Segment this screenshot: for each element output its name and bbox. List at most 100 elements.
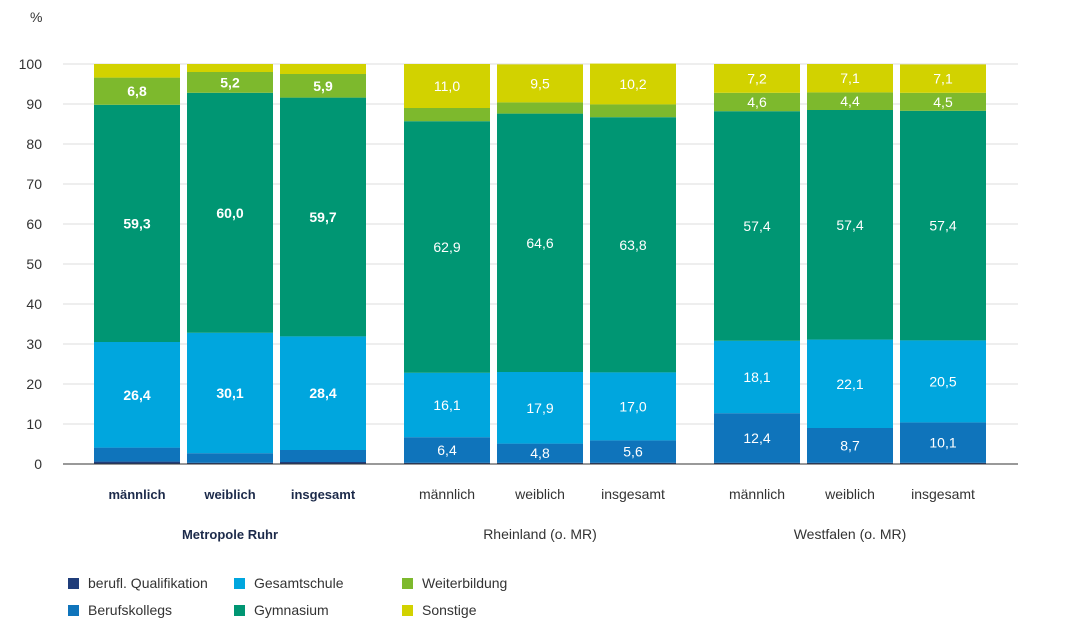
data-label: 11,0 <box>434 78 460 94</box>
data-label: 12,4 <box>743 430 770 446</box>
bar-segment-sonstige <box>900 64 986 93</box>
data-label: 18,1 <box>743 369 770 385</box>
data-label: 28,4 <box>309 385 336 401</box>
bar-segment-berufl-qualifikation <box>497 462 583 464</box>
category-label: männlich <box>108 487 165 502</box>
legend-label: Berufskollegs <box>88 602 172 618</box>
bar-segment-gymnasium <box>807 110 893 340</box>
bar-segment-sonstige <box>714 64 800 93</box>
data-label: 10,1 <box>929 435 956 451</box>
bar-segment-gymnasium <box>714 111 800 341</box>
bar-segment-gesamtschule <box>497 372 583 444</box>
bar-segment-weiterbildung <box>280 74 366 98</box>
bar-segment-berufskollegs <box>900 422 986 463</box>
bar-segment-sonstige <box>807 64 893 93</box>
data-label: 6,4 <box>437 442 457 458</box>
y-tick-label: 0 <box>34 456 42 472</box>
bar-segment-berufl-qualifikation <box>280 462 366 464</box>
bar-segment-berufskollegs <box>714 413 800 463</box>
bar-segment-berufl-qualifikation <box>714 462 800 464</box>
data-label: 4,5 <box>933 94 953 110</box>
group-label: Metropole Ruhr <box>182 527 278 542</box>
y-tick-label: 50 <box>26 256 42 272</box>
bar-segment-gymnasium <box>280 97 366 337</box>
data-label: 10,2 <box>619 76 646 92</box>
category-label: weiblich <box>824 486 875 502</box>
legend-swatch <box>68 578 79 589</box>
bar-segment-sonstige <box>187 64 273 72</box>
y-tick-label: 90 <box>26 96 42 112</box>
data-label: 57,4 <box>743 218 770 234</box>
data-label: 17,9 <box>526 400 553 416</box>
bar-segment-berufskollegs <box>280 450 366 462</box>
bar-segment-berufl-qualifikation <box>807 462 893 464</box>
bar-segment-gesamtschule <box>900 340 986 423</box>
bar-segment-weiterbildung <box>714 92 800 112</box>
legend-label: Gymnasium <box>254 602 329 618</box>
category-label: weiblich <box>203 487 255 502</box>
bar-segment-sonstige <box>280 64 366 74</box>
data-labels: 26,4 59,3 6,8 30,1 60,0 5,2 28,4 59,7 5,9 6,4 16,1… <box>123 70 956 461</box>
legend-swatch <box>402 605 413 616</box>
legend-swatch <box>234 578 245 589</box>
data-label: 4,8 <box>530 445 550 461</box>
data-label: 57,4 <box>836 217 863 233</box>
data-label: 5,6 <box>623 444 643 460</box>
data-label: 4,4 <box>840 93 860 109</box>
legend-label: Sonstige <box>422 602 477 618</box>
legend-label: berufl. Qualifikation <box>88 575 208 591</box>
bar-segment-sonstige <box>497 64 583 103</box>
data-label: 6,8 <box>127 83 147 99</box>
bar-segment-gesamtschule <box>94 342 180 448</box>
bar-segment-gymnasium <box>187 92 273 333</box>
legend-swatch <box>68 605 79 616</box>
bar-segment-berufskollegs <box>497 443 583 463</box>
legend-swatch <box>234 605 245 616</box>
bar-segment-sonstige <box>590 63 676 105</box>
bar-segment-berufl-qualifikation <box>900 462 986 464</box>
data-label: 59,3 <box>123 215 150 231</box>
bar-segment-gymnasium <box>404 121 490 373</box>
data-label: 30,1 <box>216 385 243 401</box>
y-axis-ticks: 0 10 20 30 40 50 60 70 80 90 100 <box>19 56 43 472</box>
bar-segment-berufskollegs <box>404 437 490 463</box>
data-label: 8,7 <box>840 437 860 453</box>
bar-segment-berufskollegs <box>807 428 893 463</box>
bars <box>94 63 986 464</box>
y-tick-label: 30 <box>26 336 42 352</box>
y-tick-label: 20 <box>26 376 42 392</box>
y-axis-label: % <box>30 9 42 25</box>
y-tick-label: 60 <box>26 216 42 232</box>
category-labels: männlich weiblich insgesamt männlich weiblic… <box>108 486 975 502</box>
data-label: 4,6 <box>747 94 767 110</box>
data-label: 20,5 <box>929 373 956 389</box>
bar-segment-gesamtschule <box>714 340 800 414</box>
data-label: 5,2 <box>220 74 240 90</box>
bar-segment-weiterbildung <box>187 72 273 93</box>
y-tick-label: 10 <box>26 416 42 432</box>
legend-label: Gesamtschule <box>254 575 344 591</box>
data-label: 7,1 <box>933 71 953 87</box>
data-label: 59,7 <box>309 209 336 225</box>
bar-segment-gymnasium <box>497 113 583 372</box>
data-label: 7,1 <box>840 70 860 86</box>
group-labels: Metropole Ruhr Rheinland (o. MR) Westfalen… <box>182 526 906 542</box>
category-label: männlich <box>729 486 785 502</box>
bar-segment-weiterbildung <box>94 77 180 105</box>
data-label: 64,6 <box>526 235 553 251</box>
category-label: insgesamt <box>911 486 975 502</box>
bar-segment-gymnasium <box>94 104 180 342</box>
data-label: 9,5 <box>530 75 550 91</box>
legend-label: Weiterbildung <box>422 575 507 591</box>
bar-segment-gesamtschule <box>404 372 490 438</box>
legend-swatch <box>402 578 413 589</box>
bar-segment-gesamtschule <box>807 339 893 428</box>
data-label: 17,0 <box>619 398 646 414</box>
category-label: insgesamt <box>291 487 356 502</box>
data-label: 57,4 <box>929 218 956 234</box>
data-label: 62,9 <box>433 239 460 255</box>
bar-segment-weiterbildung <box>404 108 490 122</box>
data-label: 22,1 <box>836 376 863 392</box>
bar-segment-gymnasium <box>900 110 986 341</box>
bar-segment-weiterbildung <box>590 104 676 118</box>
